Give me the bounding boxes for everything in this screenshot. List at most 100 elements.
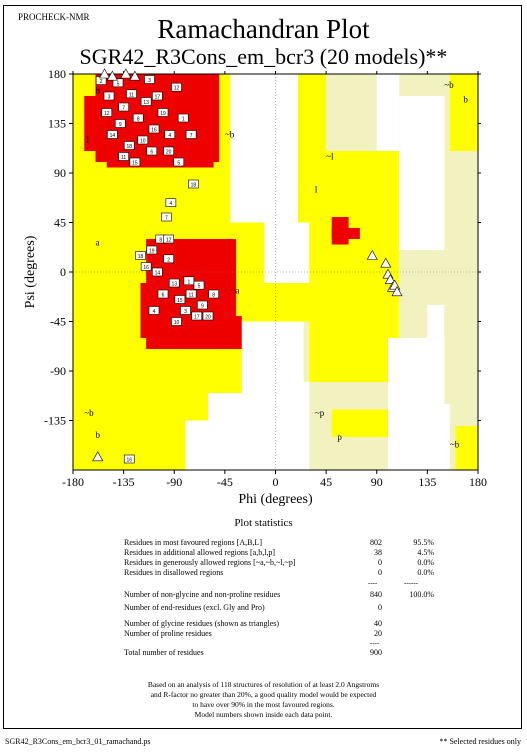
stat-row: Number of proline residues 20 (124, 629, 434, 639)
region-label: ~b (84, 408, 94, 418)
disallowed-region (421, 404, 450, 470)
stat-count: 840 (370, 590, 382, 599)
residue-point (123, 141, 135, 150)
residue-point (107, 130, 118, 139)
residue-point (165, 198, 177, 207)
residue-point (148, 124, 160, 134)
x-tick-label: -45 (217, 475, 233, 489)
residue-point (129, 157, 141, 167)
region-label: b (463, 94, 468, 104)
residue-point (163, 254, 174, 264)
residue-point (188, 179, 199, 189)
stat-label: Number of end-residues (excl. Gly and Pr… (124, 603, 265, 612)
glycine-point (391, 286, 403, 297)
chart-subtitle: SGR42_R3Cons_em_bcr3 (20 models)** (79, 44, 448, 69)
allowed-region (101, 409, 175, 470)
region-label: ~l (326, 152, 334, 162)
stat-row: Number of glycine residues (shown as tri… (124, 619, 434, 629)
x-axis-label: Phi (degrees) (238, 492, 313, 507)
stat-label: Number of glycine residues (shown as tri… (124, 619, 280, 628)
residue-point (118, 152, 129, 161)
disallowed-region (208, 393, 253, 470)
stat-count: 0 (378, 568, 382, 577)
residue-model-label: 7 (165, 216, 168, 222)
residue-model-label: 17 (194, 315, 200, 321)
residue-point (197, 300, 208, 310)
residue-model-label: 2 (100, 79, 103, 85)
residue-model-label: 12 (174, 86, 180, 92)
region-label: ~p (315, 408, 325, 418)
residue-model-label: 1 (187, 279, 190, 285)
residue-model-label: 10 (174, 320, 180, 326)
residue-point (157, 289, 169, 299)
footer-note: ** Selected residues only (439, 737, 521, 746)
residue-model-label: 18 (126, 144, 132, 150)
residue-model-label: 10 (140, 139, 146, 145)
stat-percent: 100.0% (409, 590, 434, 599)
residue-point (146, 245, 158, 255)
stat-percent: 0.0% (417, 558, 434, 567)
residue-model-label: 11 (189, 293, 194, 299)
residue-model-label: 16 (143, 265, 149, 271)
disallowed-region (253, 382, 310, 470)
x-tick-label: -135 (113, 475, 135, 489)
program-name: PROCHECK-NMR (18, 12, 90, 22)
residue-model-label: 3 (108, 95, 111, 101)
y-tick-label: 45 (54, 216, 66, 230)
stat-count: 20 (374, 629, 382, 638)
residue-point (140, 97, 152, 106)
y-tick-label: 135 (48, 117, 66, 131)
residue-model-label: 1 (182, 117, 185, 123)
residue-point (161, 212, 172, 222)
region-label: l (315, 185, 318, 195)
residue-model-label: 16 (126, 458, 132, 464)
residue-model-label: 14 (155, 271, 161, 277)
stat-separator: ---- (368, 579, 378, 587)
residue-model-label: 7 (190, 133, 193, 139)
residue-model-label: 19 (149, 249, 155, 255)
residue-point (164, 130, 176, 139)
residue-model-label: 13 (143, 100, 149, 106)
residue-point (171, 82, 182, 92)
residue-point (144, 75, 155, 84)
residue-point (152, 91, 163, 101)
residue-point (112, 78, 124, 88)
residue-point (103, 91, 115, 101)
stat-label: Number of non-glycine and non-proline re… (124, 590, 281, 599)
residue-point (135, 251, 146, 260)
x-tick-label: 0 (273, 475, 279, 489)
footer-filename: SGR42_R3Cons_em_bcr3_01_ramachand.ps (5, 737, 151, 746)
residue-point (185, 130, 197, 139)
footnote-line: Model numbers shown inside each data poi… (194, 710, 333, 719)
y-tick-label: 90 (54, 166, 66, 180)
glycine-point (384, 274, 396, 285)
residue-point (148, 306, 160, 315)
stat-separator: ---- (370, 639, 380, 647)
region-label: ~a (231, 286, 240, 296)
glycine-point (120, 68, 132, 79)
allowed-region (331, 409, 388, 437)
glycine-point (129, 70, 141, 81)
residue-point (152, 267, 163, 277)
allowed-region (449, 74, 478, 151)
residue-model-label: 8 (159, 238, 162, 244)
region-label: ~b (444, 80, 454, 90)
residue-model-label: 14 (110, 133, 116, 139)
residue-model-label: 11 (129, 92, 134, 98)
stat-separator: ------ (404, 579, 418, 587)
residue-point (126, 89, 137, 99)
residue-point (101, 108, 113, 117)
residue-model-label: 2 (167, 257, 170, 263)
region-label: b (96, 86, 101, 96)
residue-model-label: 15 (132, 161, 138, 167)
stat-row: Residues in most favoured regions [A,B,L… (124, 538, 434, 548)
residue-model-label: 4 (169, 201, 172, 207)
residue-model-label: 13 (171, 282, 177, 288)
residue-point (174, 295, 186, 304)
residue-model-label: 4 (168, 133, 171, 139)
footnote-line: to have over 90% in the most favoured re… (192, 700, 335, 709)
glycine-point (92, 451, 104, 462)
residue-model-label: 6 (150, 150, 153, 156)
stat-count: 900 (370, 648, 382, 657)
disallowed-region (230, 74, 253, 206)
